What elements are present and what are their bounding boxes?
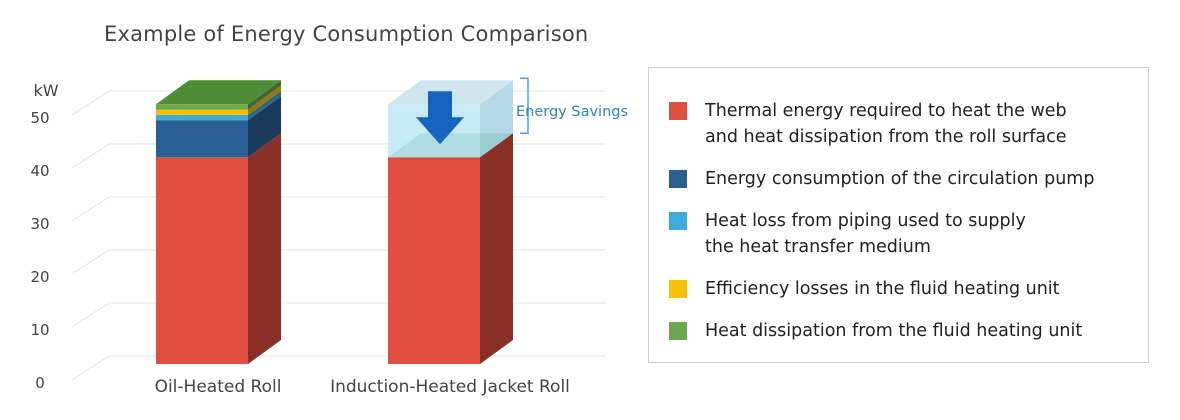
legend-label-piping: Heat loss from piping used to supply the… (705, 211, 1026, 257)
y-tick-label: 30 (30, 215, 49, 233)
bar-side-pump (248, 96, 281, 158)
y-tick-label: 10 (30, 321, 49, 339)
legend-item-thermal: Thermal energy required to heat the web … (669, 98, 1130, 150)
bar-segment-thermal (388, 157, 480, 364)
gridline-diagonal (71, 90, 110, 116)
legend-swatch-piping (669, 212, 687, 230)
y-tick-label: 0 (35, 374, 45, 392)
savings-arrow-icon (416, 91, 464, 145)
legend-label-thermal: Thermal energy required to heat the web … (705, 101, 1067, 147)
legend-swatch-efficiency (669, 280, 687, 298)
legend: Thermal energy required to heat the web … (648, 67, 1149, 363)
bar-top-face (156, 80, 281, 105)
bar-segment-piping (156, 114, 248, 121)
bar-side-piping (248, 90, 281, 121)
legend-swatch-pump (669, 170, 687, 188)
legend-item-efficiency: Efficiency losses in the fluid heating u… (669, 276, 1130, 302)
legend-label-efficiency: Efficiency losses in the fluid heating u… (705, 279, 1060, 299)
bar-segment-thermal (156, 157, 248, 364)
gridline-diagonal (71, 143, 110, 169)
x-category-label: Induction-Heated Jacket Roll (330, 377, 570, 397)
legend-label-dissipation: Heat dissipation from the fluid heating … (705, 321, 1083, 341)
y-tick-label: 40 (30, 162, 49, 180)
gridline-diagonal (71, 249, 110, 275)
x-category-label: Oil-Heated Roll (155, 377, 282, 397)
bar-side-efficiency (248, 85, 281, 115)
savings-box-side (480, 80, 513, 158)
bar-segment-dissipation (156, 104, 248, 110)
annotation-energy-savings: Energy Savings (516, 104, 628, 120)
bar-side-thermal (480, 133, 513, 364)
bar-side-dissipation (248, 80, 281, 110)
gridline-diagonal (71, 302, 110, 328)
y-axis-unit: kW (33, 81, 58, 100)
legend-label-pump: Energy consumption of the circulation pu… (705, 169, 1095, 189)
chart-title: Example of Energy Consumption Comparison (104, 22, 589, 46)
bar-segment-pump (156, 120, 248, 158)
legend-item-dissipation: Heat dissipation from the fluid heating … (669, 318, 1130, 344)
legend-swatch-dissipation (669, 322, 687, 340)
stacked-bar-chart: 0 10 20 30 40 50 kW Oil-Heated Roll Induction-He… (30, 77, 628, 397)
legend-swatch-thermal (669, 102, 687, 120)
y-tick-label: 50 (30, 109, 49, 127)
legend-item-piping: Heat loss from piping used to supply the… (669, 208, 1130, 260)
savings-bracket (520, 77, 529, 135)
y-tick-label: 20 (30, 268, 49, 286)
legend-item-pump: Energy consumption of the circulation pu… (669, 166, 1130, 192)
gridline-diagonal (71, 355, 110, 381)
gridline-diagonal (71, 196, 110, 222)
bar-side-thermal (248, 133, 281, 364)
bar-segment-efficiency (156, 109, 248, 115)
